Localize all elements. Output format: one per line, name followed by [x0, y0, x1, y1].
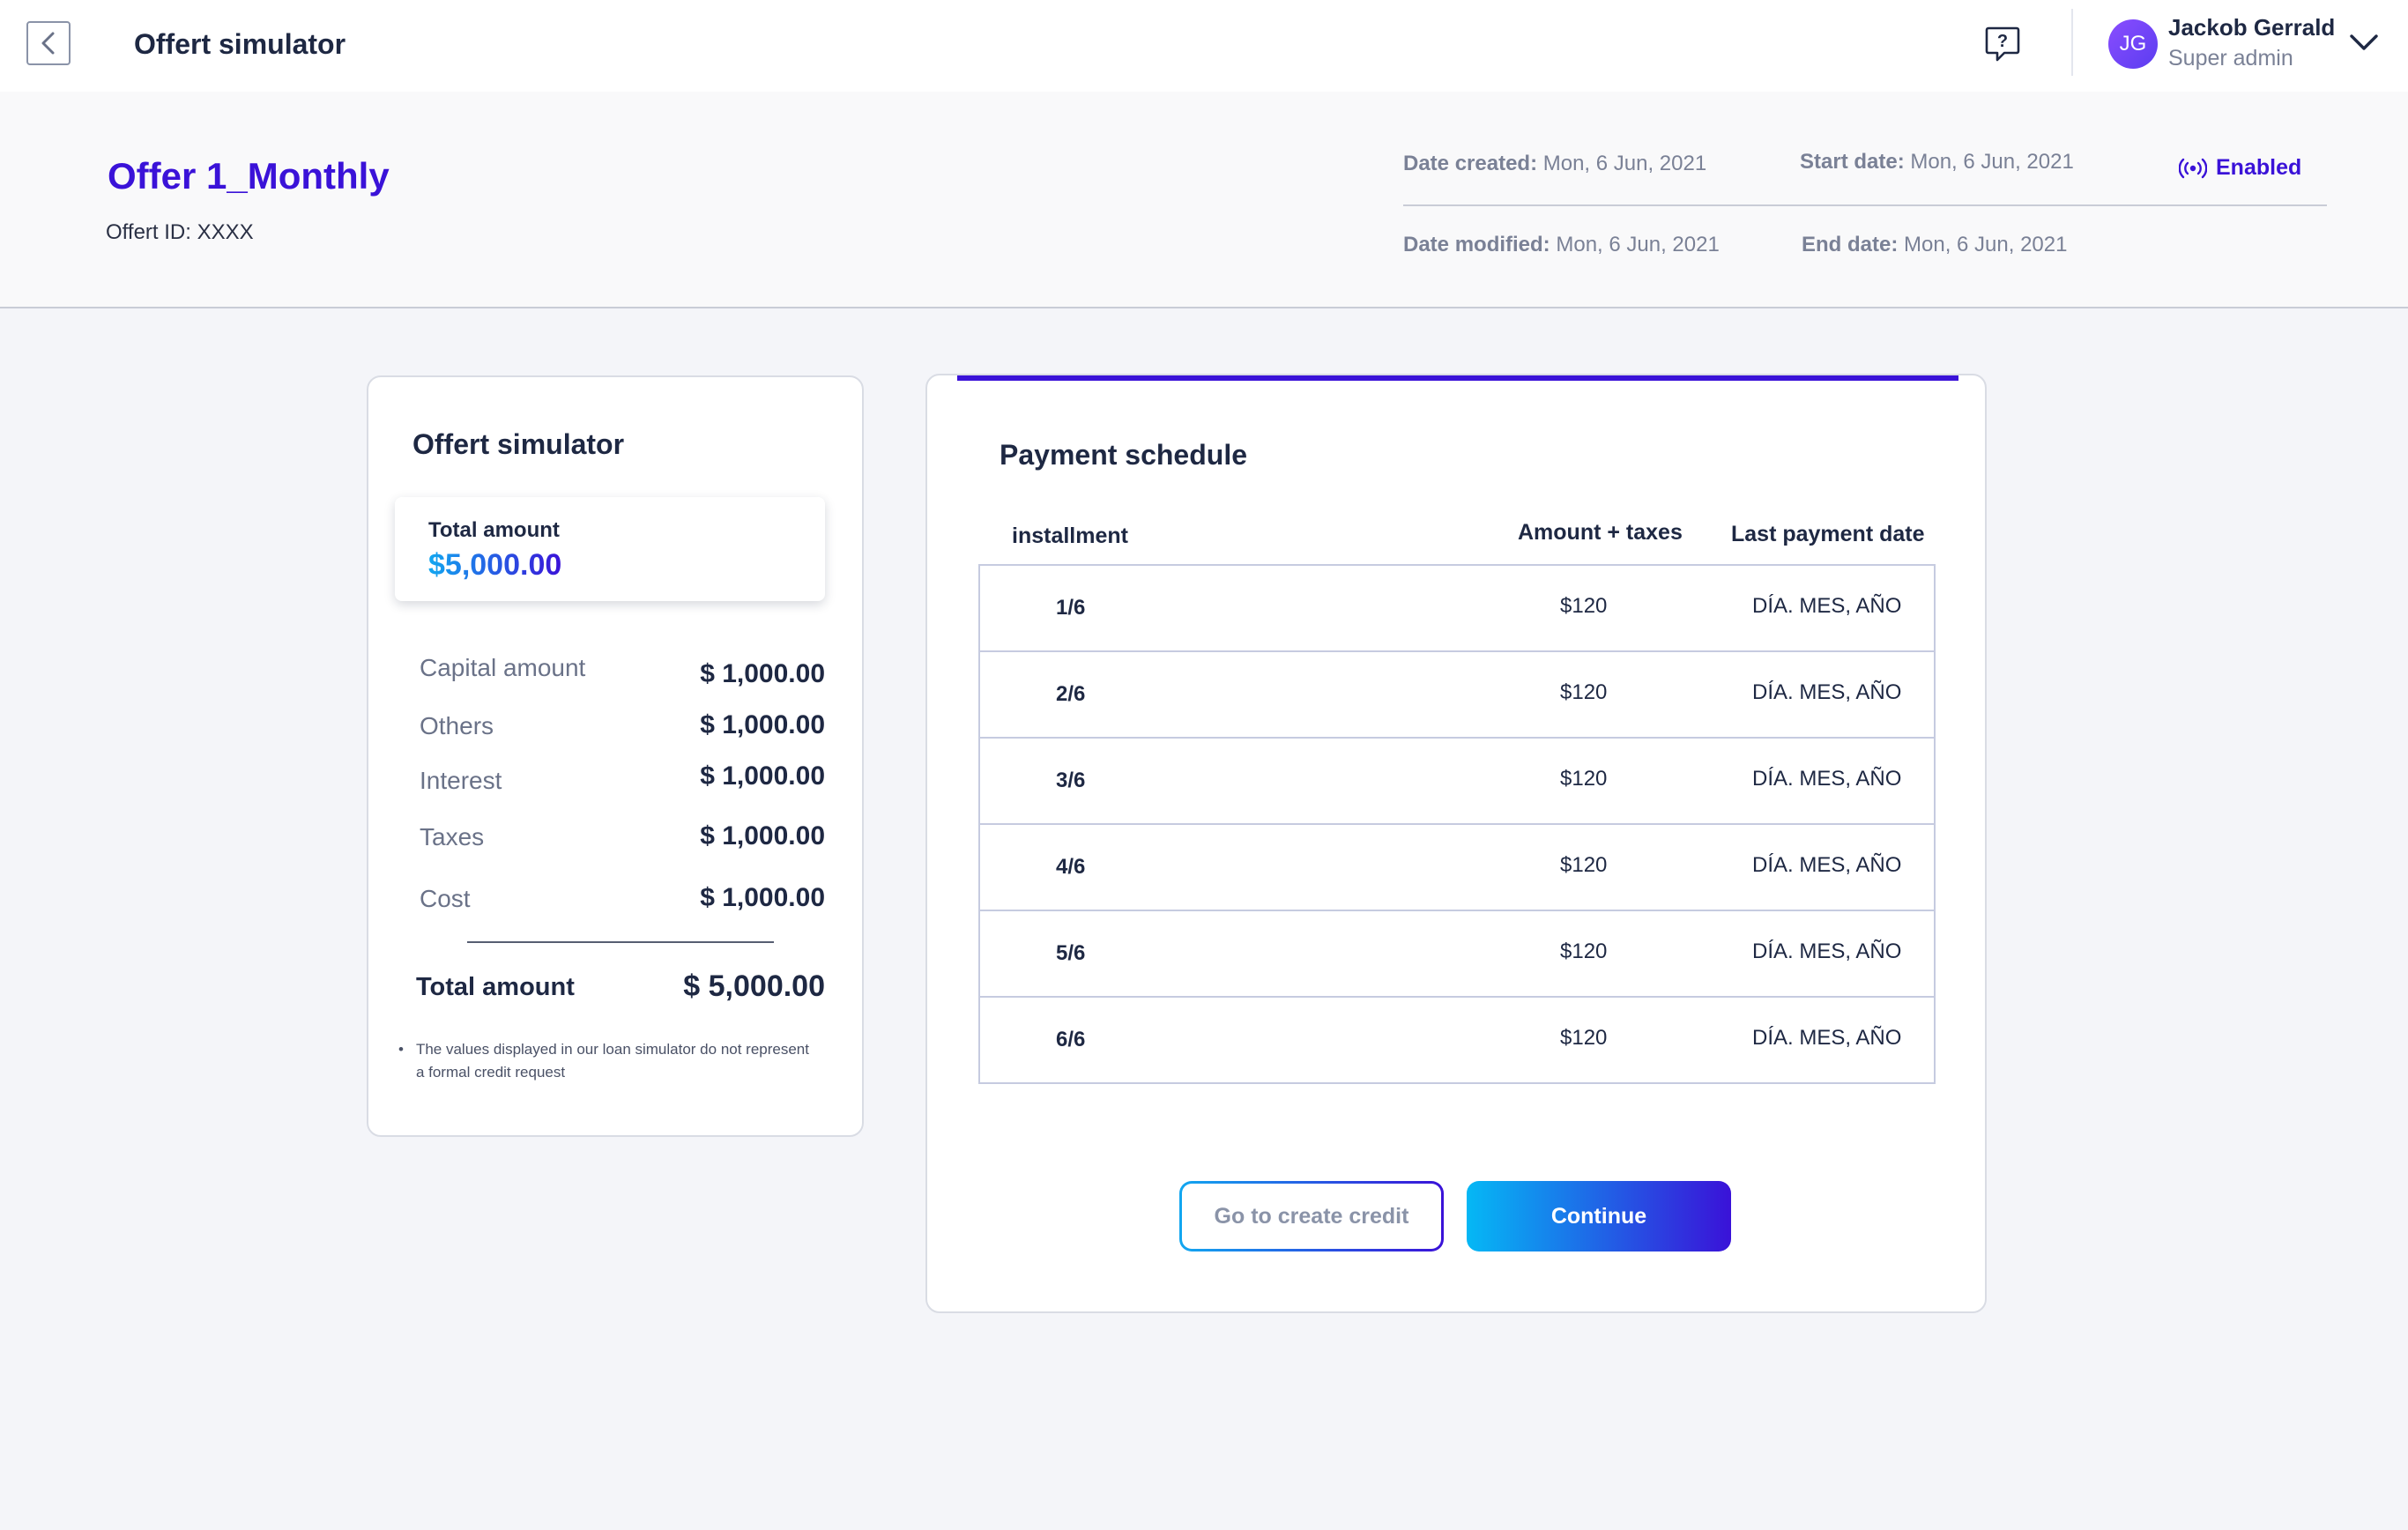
- card-accent-bar: [957, 375, 1958, 381]
- page-title: Offert simulator: [134, 28, 346, 60]
- avatar[interactable]: JG: [2108, 19, 2158, 69]
- broadcast-icon: [2179, 158, 2207, 178]
- date-cell: DÍA. MES, AÑO: [1752, 594, 1902, 618]
- amount-cell: $120: [1560, 853, 1608, 877]
- amount-cell: $120: [1560, 940, 1608, 963]
- summary-divider: [467, 941, 774, 943]
- interest-label: Interest: [420, 767, 502, 794]
- date-cell: DÍA. MES, AÑO: [1752, 853, 1902, 877]
- bullet-icon: •: [398, 1041, 404, 1058]
- table-row: 1/6 $120 DÍA. MES, AÑO: [980, 566, 1934, 652]
- end-date: End date: Mon, 6 Jun, 2021: [1802, 233, 2067, 257]
- table-row: 3/6 $120 DÍA. MES, AÑO: [980, 739, 1934, 825]
- go-to-create-credit-button[interactable]: Go to create credit: [1179, 1181, 1444, 1251]
- capital-amount-value: $ 1,000.00: [700, 659, 825, 688]
- amount-cell: $120: [1560, 767, 1608, 791]
- status-text: Enabled: [2216, 155, 2302, 180]
- date-modified-value: Mon, 6 Jun, 2021: [1556, 233, 1720, 256]
- topbar-divider: [2071, 9, 2073, 76]
- table-row: 4/6 $120 DÍA. MES, AÑO: [980, 825, 1934, 911]
- payment-schedule-card: Payment schedule installment Amount + ta…: [925, 374, 1987, 1313]
- status-badge: Enabled: [2179, 155, 2301, 181]
- simulator-card: Offert simulator Total amount $5,000.00 …: [367, 375, 864, 1137]
- total-amount-label: Total amount: [428, 518, 560, 542]
- payment-schedule-table: 1/6 $120 DÍA. MES, AÑO 2/6 $120 DÍA. MES…: [978, 564, 1936, 1084]
- installment-cell: 1/6: [1056, 596, 1086, 620]
- date-created-label: Date created:: [1403, 152, 1538, 175]
- date-cell: DÍA. MES, AÑO: [1752, 767, 1902, 791]
- table-row: 6/6 $120 DÍA. MES, AÑO: [980, 998, 1934, 1084]
- installment-cell: 6/6: [1056, 1028, 1086, 1051]
- offer-header: Offer 1_Monthly Offert ID: XXXX Date cre…: [0, 92, 2408, 308]
- cost-value: $ 1,000.00: [700, 883, 825, 912]
- amount-cell: $120: [1560, 680, 1608, 704]
- continue-button[interactable]: Continue: [1467, 1181, 1731, 1251]
- amount-cell: $120: [1560, 594, 1608, 618]
- table-row: 2/6 $120 DÍA. MES, AÑO: [980, 652, 1934, 739]
- start-date-value: Mon, 6 Jun, 2021: [1910, 150, 2074, 174]
- column-header-installment: installment: [1012, 524, 1128, 548]
- date-cell: DÍA. MES, AÑO: [1752, 1026, 1902, 1050]
- svg-text:?: ?: [1997, 32, 2008, 51]
- column-header-amount: Amount + taxes: [1518, 520, 1683, 545]
- back-button[interactable]: [26, 21, 71, 65]
- date-created: Date created: Mon, 6 Jun, 2021: [1403, 152, 1706, 176]
- top-bar: Offert simulator ? JG Jackob Gerrald Sup…: [0, 0, 2408, 92]
- date-cell: DÍA. MES, AÑO: [1752, 680, 1902, 704]
- start-date: Start date: Mon, 6 Jun, 2021: [1800, 150, 2074, 175]
- summary-total-value: $ 5,000.00: [683, 969, 825, 1003]
- capital-amount-label: Capital amount: [420, 654, 586, 681]
- simulator-title: Offert simulator: [412, 428, 625, 460]
- table-row: 5/6 $120 DÍA. MES, AÑO: [980, 911, 1934, 998]
- date-modified: Date modified: Mon, 6 Jun, 2021: [1403, 233, 1720, 257]
- installment-cell: 5/6: [1056, 941, 1086, 965]
- user-role: Super admin: [2168, 46, 2293, 71]
- cost-label: Cost: [420, 885, 471, 912]
- installment-cell: 3/6: [1056, 769, 1086, 792]
- end-date-label: End date:: [1802, 233, 1899, 256]
- taxes-label: Taxes: [420, 823, 485, 850]
- amount-cell: $120: [1560, 1026, 1608, 1050]
- chevron-down-icon[interactable]: [2348, 32, 2380, 53]
- others-value: $ 1,000.00: [700, 710, 825, 739]
- column-header-date: Last payment date: [1731, 522, 1925, 546]
- end-date-value: Mon, 6 Jun, 2021: [1904, 233, 2068, 256]
- date-modified-label: Date modified:: [1403, 233, 1550, 256]
- help-chat-icon[interactable]: ?: [1983, 25, 2022, 63]
- go-to-create-credit-label: Go to create credit: [1182, 1184, 1441, 1249]
- interest-value: $ 1,000.00: [700, 761, 825, 791]
- total-amount-value: $5,000.00: [428, 548, 562, 582]
- installment-cell: 2/6: [1056, 682, 1086, 706]
- offer-title: Offer 1_Monthly: [108, 155, 390, 197]
- meta-divider: [1403, 204, 2327, 206]
- offer-id: Offert ID: XXXX: [106, 220, 254, 244]
- user-name: Jackob Gerrald: [2168, 14, 2336, 41]
- date-created-value: Mon, 6 Jun, 2021: [1542, 152, 1707, 175]
- taxes-value: $ 1,000.00: [700, 821, 825, 850]
- chevron-left-icon: [41, 32, 55, 55]
- total-amount-box: Total amount $5,000.00: [395, 497, 825, 601]
- start-date-label: Start date:: [1800, 150, 1905, 174]
- others-label: Others: [420, 712, 494, 739]
- disclaimer: • The values displayed in our loan simul…: [398, 1038, 813, 1084]
- disclaimer-text: The values displayed in our loan simulat…: [415, 1041, 809, 1081]
- summary-total-label: Total amount: [416, 973, 575, 1001]
- installment-cell: 4/6: [1056, 855, 1086, 879]
- date-cell: DÍA. MES, AÑO: [1752, 940, 1902, 963]
- payment-schedule-title: Payment schedule: [1000, 439, 1247, 471]
